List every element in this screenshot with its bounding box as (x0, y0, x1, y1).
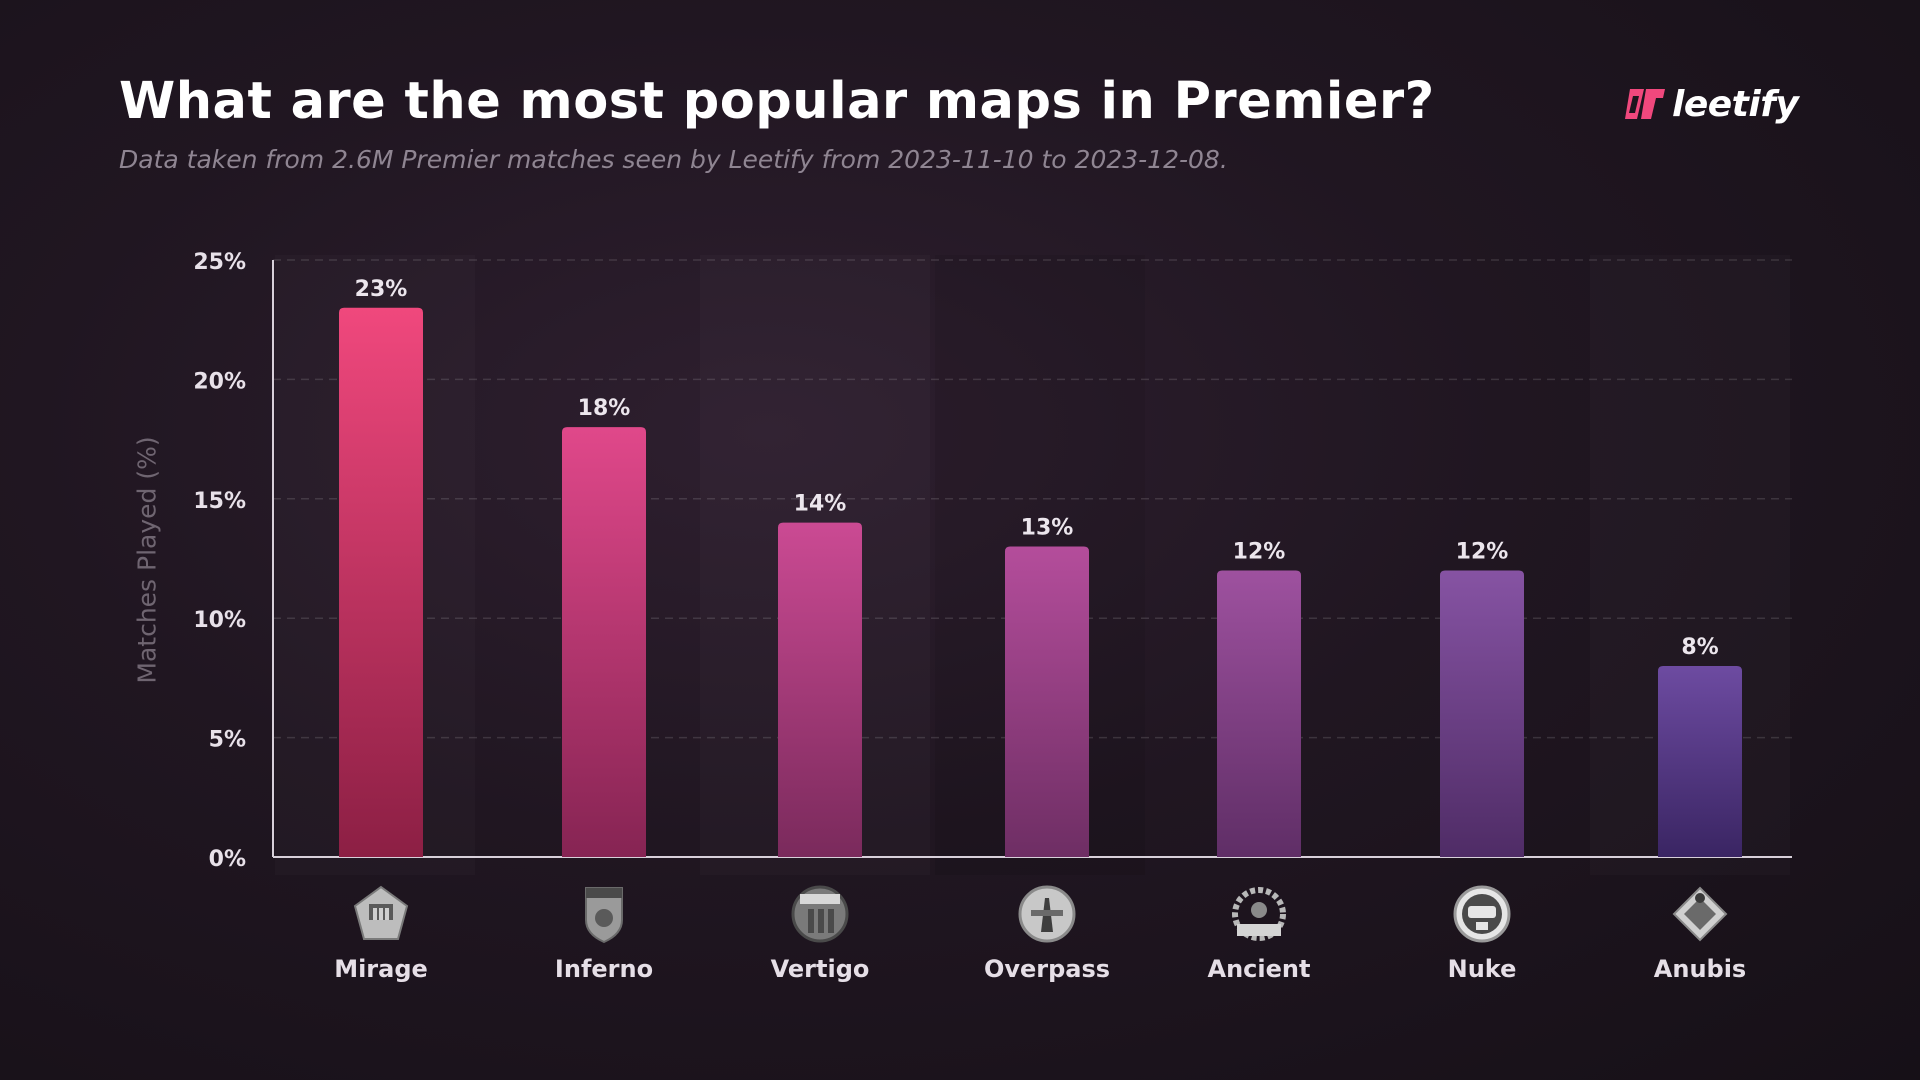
x-tick-label: Vertigo (770, 955, 870, 983)
y-tick-label: 15% (193, 489, 246, 514)
x-tick-label: Nuke (1447, 955, 1517, 983)
x-tick-label: Mirage (334, 955, 428, 983)
bar-inferno (562, 427, 646, 857)
page-subtitle: Data taken from 2.6M Premier matches see… (119, 145, 1228, 174)
ancient-icon (1232, 887, 1286, 941)
data-label: 23% (355, 277, 408, 302)
data-label: 14% (794, 492, 847, 517)
bar-nuke (1440, 570, 1524, 857)
leetify-logo-icon (1625, 89, 1665, 119)
y-tick-label: 0% (209, 847, 246, 872)
data-label: 13% (1021, 516, 1074, 541)
y-tick-label: 20% (193, 369, 246, 394)
bar-vertigo (778, 522, 862, 857)
bar-mirage (339, 307, 423, 857)
bar-overpass (1005, 546, 1089, 857)
data-label: 12% (1233, 539, 1286, 564)
data-label: 18% (578, 396, 631, 421)
x-tick-label: Inferno (554, 955, 654, 983)
inferno-icon (585, 887, 623, 944)
x-tick-label: Anubis (1653, 955, 1747, 983)
x-tick-label: Overpass (983, 955, 1111, 983)
page-title: What are the most popular maps in Premie… (119, 72, 1435, 131)
overpass-icon (1018, 885, 1076, 943)
x-tick-label: Ancient (1207, 955, 1311, 983)
anubis-icon (1672, 886, 1728, 942)
vertigo-icon (791, 885, 849, 943)
y-tick-label: 5% (209, 728, 246, 753)
leetify-logo-text: leetify (1672, 83, 1799, 125)
y-tick-label: 25% (193, 250, 246, 275)
bar-anubis (1658, 665, 1742, 857)
data-label: 8% (1681, 635, 1718, 660)
y-tick-label: 10% (193, 608, 246, 633)
bar-ancient (1217, 570, 1301, 857)
mirage-icon (353, 885, 409, 940)
nuke-icon (1453, 885, 1511, 943)
data-label: 12% (1456, 539, 1509, 564)
leetify-logo: leetify (1624, 83, 1799, 125)
